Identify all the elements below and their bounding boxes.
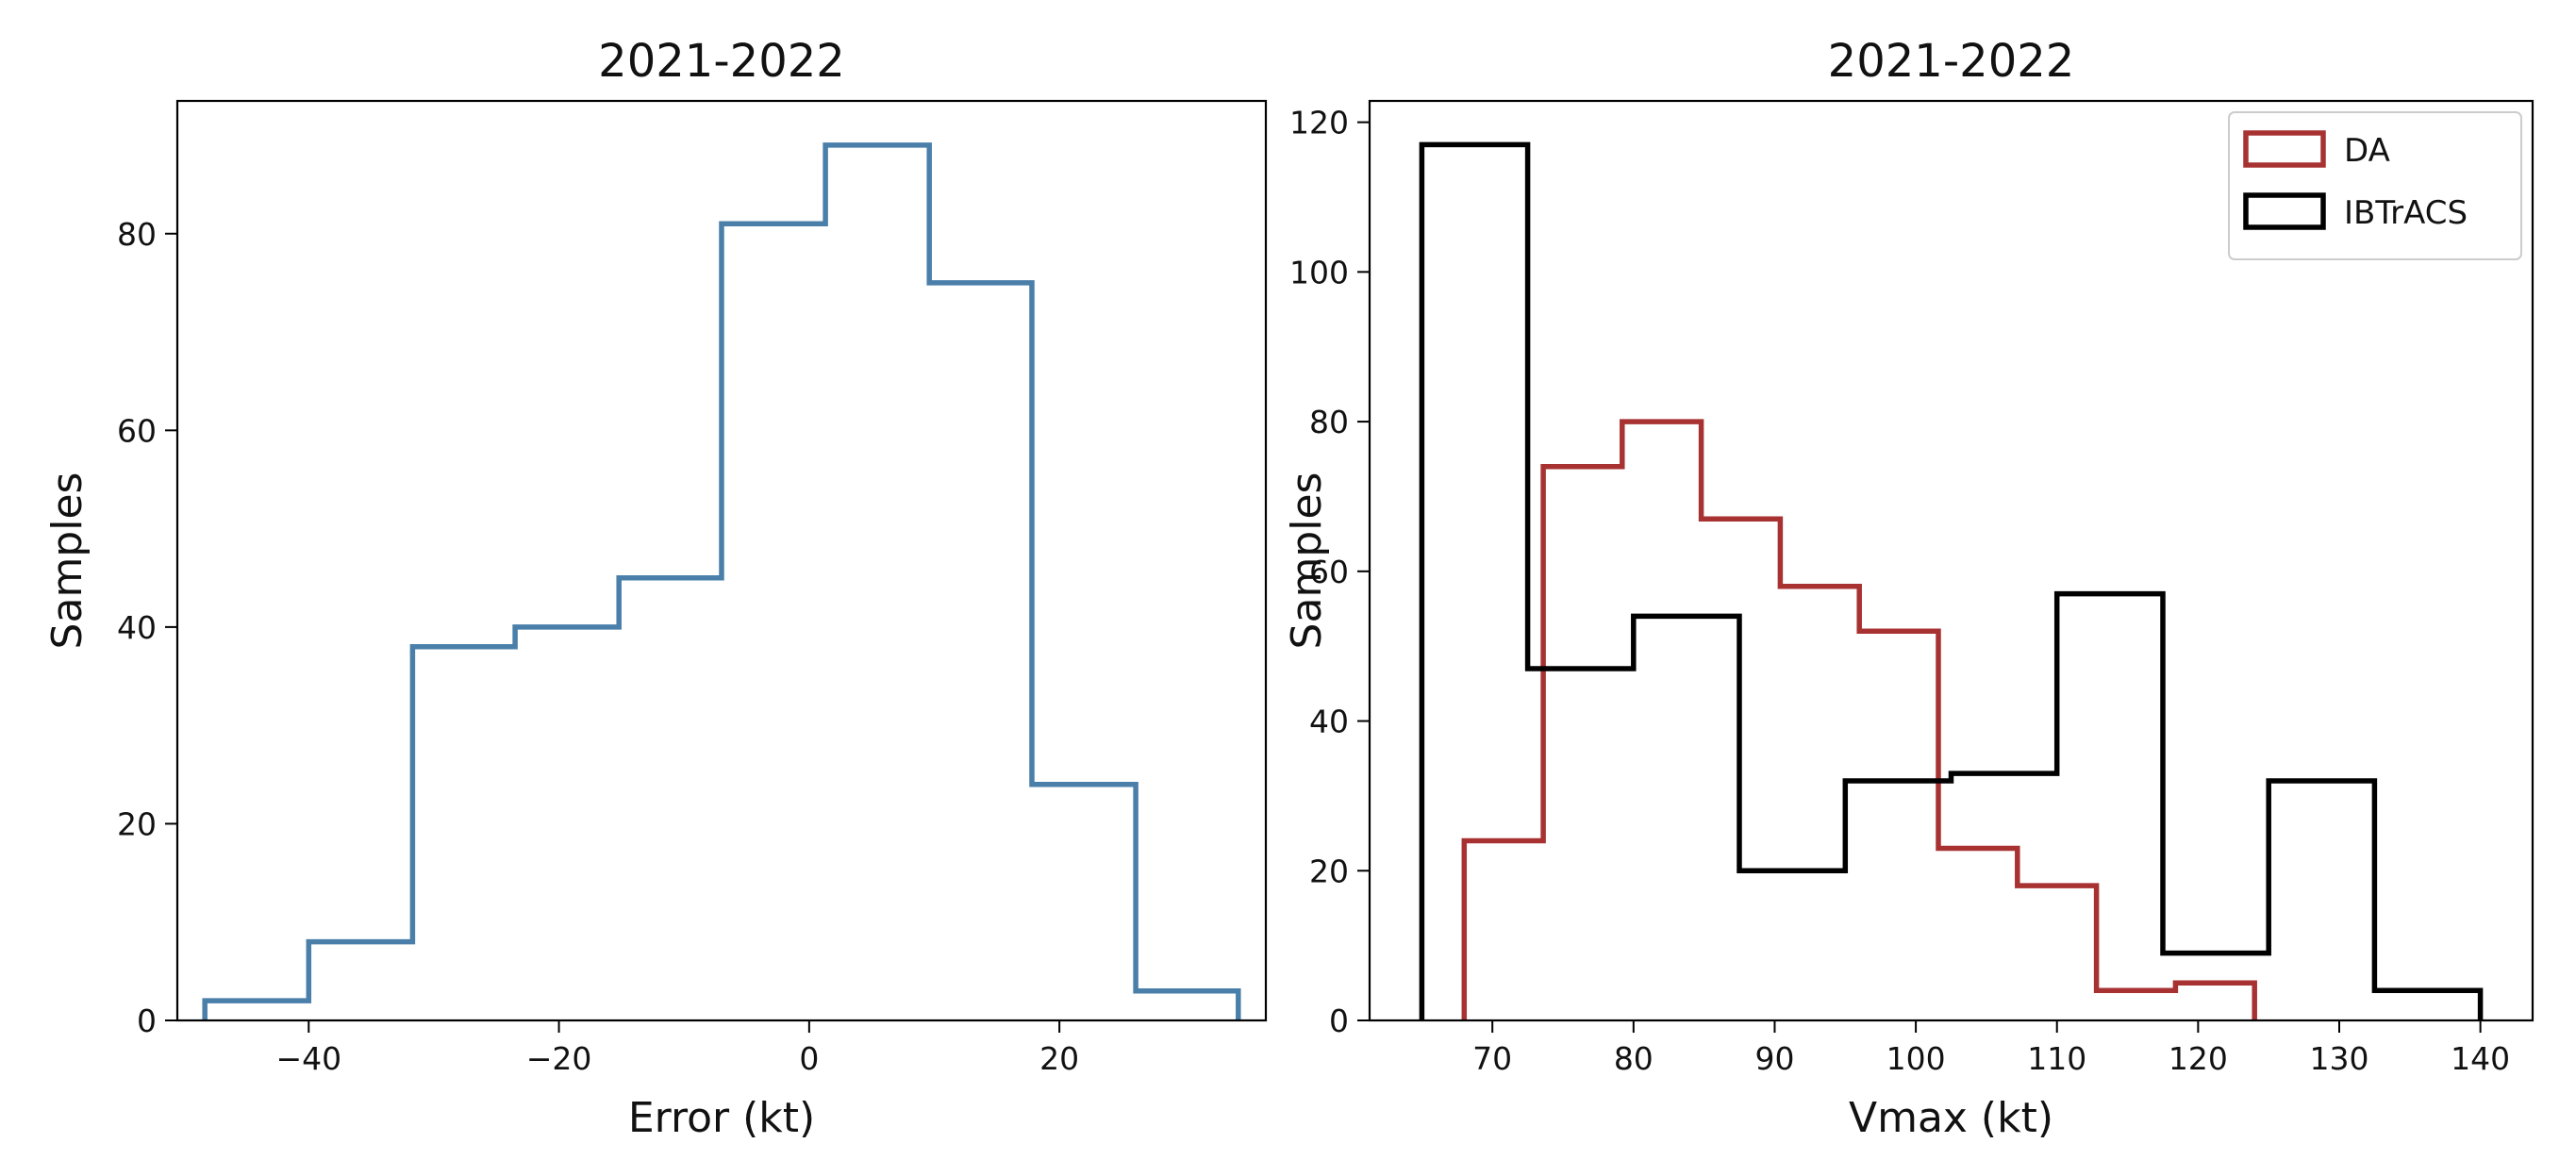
x-tick-label: −20 xyxy=(526,1040,592,1077)
x-tick-label: 120 xyxy=(2169,1040,2228,1077)
y-tick-label: 20 xyxy=(1309,853,1349,889)
y-tick-label: 60 xyxy=(117,412,157,449)
x-tick-label: 110 xyxy=(2027,1040,2086,1077)
y-tick-label: 0 xyxy=(1329,1003,1349,1039)
histogram-series-ibtracs xyxy=(1419,141,2484,1020)
x-tick-label: 70 xyxy=(1472,1040,1512,1077)
x-tick-label: 100 xyxy=(1886,1040,1946,1077)
legend-label-da: DA xyxy=(2344,132,2390,170)
y-tick-label: 80 xyxy=(117,216,157,253)
x-tick-label: 80 xyxy=(1614,1040,1654,1077)
x-axis-label: Vmax (kt) xyxy=(1849,1094,2053,1142)
x-tick-label: 90 xyxy=(1754,1040,1794,1077)
y-tick-label: 60 xyxy=(1309,554,1349,590)
legend-box xyxy=(2228,111,2522,260)
y-tick-label: 100 xyxy=(1289,254,1349,290)
y-tick-label: 0 xyxy=(137,1003,157,1039)
x-tick-label: 130 xyxy=(2309,1040,2368,1077)
y-tick-label: 20 xyxy=(117,805,157,842)
x-axis-label: Error (kt) xyxy=(628,1094,815,1142)
y-tick-label: 40 xyxy=(1309,704,1349,740)
x-tick-label: 0 xyxy=(799,1040,819,1077)
axes-frame xyxy=(175,99,1268,1022)
y-tick-label: 40 xyxy=(117,609,157,646)
panel-error-histogram: −40 −20 0 20 0 20 40 60 80 2021-2022 Error (kt) Sam… xyxy=(43,35,1268,1142)
x-tick-label: −40 xyxy=(275,1040,341,1077)
axes-frame xyxy=(1368,99,2534,1022)
y-tick-label: 80 xyxy=(1309,404,1349,440)
x-tick-label: 20 xyxy=(1039,1040,1079,1077)
chart-title: 2021-2022 xyxy=(598,35,845,88)
legend-swatch-ibtracs xyxy=(2243,192,2326,230)
y-tick-label: 120 xyxy=(1289,105,1349,141)
x-tick-label: 140 xyxy=(2451,1040,2510,1077)
histogram-series-0 xyxy=(202,142,1241,1020)
legend: DA IBTrACS xyxy=(2228,111,2522,260)
y-axis-label: Samples xyxy=(1283,472,1331,650)
chart-title: 2021-2022 xyxy=(1828,35,2075,88)
legend-swatch-da xyxy=(2243,130,2326,168)
panel-vmax-histogram: 70 80 90 100 110 120 130 140 0 20 40 60 80 100 120 2021… xyxy=(1283,35,2534,1142)
legend-label-ibtracs: IBTrACS xyxy=(2344,194,2468,232)
y-axis-label: Samples xyxy=(43,472,91,650)
histogram-series-da xyxy=(1461,419,2257,1020)
